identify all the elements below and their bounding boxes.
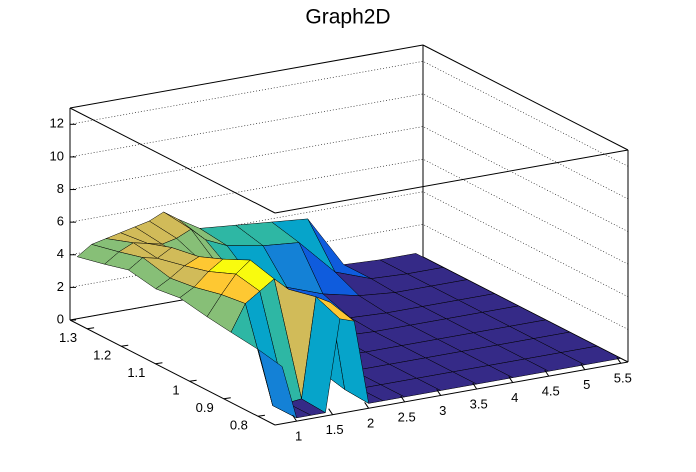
- x-tick-label: 5.5: [614, 371, 632, 386]
- x-tick: [544, 369, 550, 377]
- y-tick: [223, 397, 231, 400]
- y-tick: [155, 362, 163, 365]
- z-tick-label: 2: [57, 279, 64, 294]
- x-tick-label: 2.5: [398, 409, 416, 424]
- z-tick-label: 8: [57, 181, 64, 196]
- surface-cell: [257, 348, 298, 419]
- x-tick-label: 4.5: [542, 384, 560, 399]
- x-tick: [400, 395, 406, 403]
- y-tick-label: 1.3: [59, 330, 77, 345]
- z-tick-label: 6: [57, 214, 64, 229]
- y-tick: [121, 344, 129, 347]
- x-tick-label: 4: [511, 390, 518, 405]
- y-tick-label: 1: [172, 383, 179, 398]
- box-edge: [69, 107, 276, 214]
- x-tick-label: 5: [583, 377, 590, 392]
- y-tick-label: 1.1: [127, 365, 145, 380]
- z-tick-label: 12: [50, 116, 64, 131]
- x-tick: [436, 389, 442, 396]
- box-edge: [274, 149, 629, 214]
- y-tick-label: 1.2: [93, 348, 111, 363]
- y-tick: [189, 379, 197, 382]
- x-tick-label: 3.5: [470, 396, 488, 411]
- y-tick-label: 0.9: [196, 400, 214, 415]
- y-tick: [87, 327, 95, 330]
- y-tick-label: 0.8: [230, 418, 248, 433]
- chart-title: Graph2D: [305, 6, 390, 29]
- x-tick: [616, 357, 622, 364]
- z-tick-label: 10: [50, 148, 64, 163]
- x-tick: [580, 363, 586, 370]
- x-tick-label: 1: [295, 429, 302, 444]
- x-tick-label: 3: [439, 403, 446, 418]
- box-edge: [69, 319, 276, 426]
- x-tick-label: 2: [367, 416, 374, 431]
- z-tick-label: 4: [57, 246, 64, 261]
- x-tick-label: 1.5: [326, 422, 344, 437]
- x-tick: [364, 402, 370, 409]
- x-tick: [292, 414, 298, 422]
- box-edge: [69, 44, 424, 109]
- z-tick-label: 0: [57, 311, 64, 326]
- y-tick: [257, 414, 265, 417]
- box-edge: [274, 361, 629, 426]
- x-tick: [472, 382, 478, 390]
- box-edge: [422, 44, 629, 151]
- x-tick: [508, 376, 514, 383]
- x-tick: [328, 408, 334, 415]
